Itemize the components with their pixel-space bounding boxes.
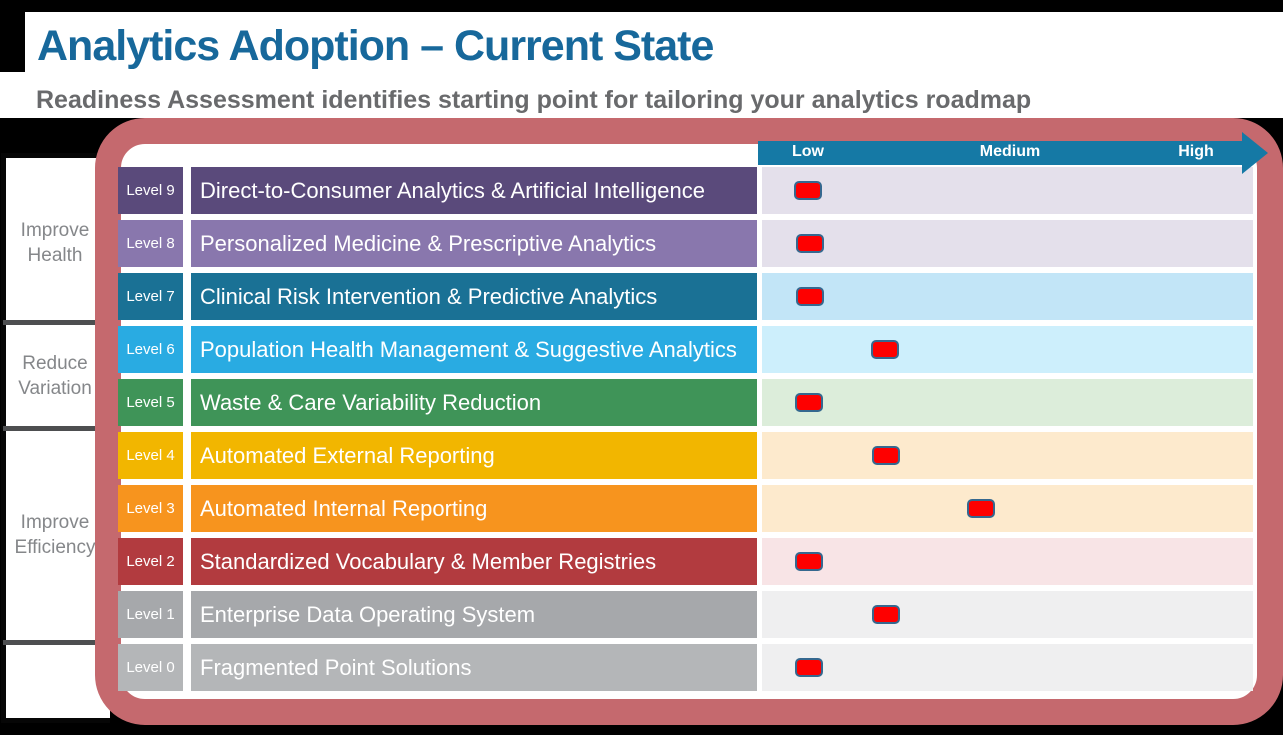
group-label-improve-health: Improve Health <box>20 220 90 266</box>
assessment-row <box>762 167 1253 214</box>
group-label-improve-efficiency: Improve Efficiency <box>14 512 96 558</box>
assessment-marker <box>967 499 995 518</box>
level-badge: Level 6 <box>118 326 183 373</box>
scale-label-low: Low <box>792 143 824 160</box>
page-subtitle: Readiness Assessment identifies starting… <box>36 86 1032 114</box>
level-badge: Level 0 <box>118 644 183 691</box>
group-divider <box>3 426 107 431</box>
group-label-reduce-variation: Reduce Variation <box>18 353 92 399</box>
title-highlight-band <box>25 12 1283 74</box>
assessment-row <box>762 485 1253 532</box>
group-divider <box>3 320 107 325</box>
assessment-marker <box>796 234 824 253</box>
level-badge: Level 8 <box>118 220 183 267</box>
assessment-row <box>762 432 1253 479</box>
assessment-row <box>762 644 1253 691</box>
group-divider <box>3 640 107 645</box>
assessment-marker <box>794 181 822 200</box>
level-badge: Level 5 <box>118 379 183 426</box>
level-title-bar: Enterprise Data Operating System <box>191 591 757 638</box>
level-badge: Level 7 <box>118 273 183 320</box>
subtitle-highlight-band <box>0 72 1283 118</box>
level-title-bar: Direct-to-Consumer Analytics & Artificia… <box>191 167 757 214</box>
level-title-bar: Personalized Medicine & Prescriptive Ana… <box>191 220 757 267</box>
level-badge: Level 1 <box>118 591 183 638</box>
arrow-head-icon <box>1242 132 1268 174</box>
assessment-row <box>762 591 1253 638</box>
level-title-bar: Population Health Management & Suggestiv… <box>191 326 757 373</box>
assessment-marker <box>872 605 900 624</box>
assessment-row <box>762 273 1253 320</box>
assessment-marker <box>872 446 900 465</box>
level-badge: Level 2 <box>118 538 183 585</box>
level-title-bar: Standardized Vocabulary & Member Registr… <box>191 538 757 585</box>
assessment-marker <box>795 393 823 412</box>
level-title-bar: Waste & Care Variability Reduction <box>191 379 757 426</box>
assessment-marker <box>795 552 823 571</box>
assessment-marker <box>871 340 899 359</box>
assessment-row <box>762 538 1253 585</box>
assessment-row <box>762 326 1253 373</box>
page-title: Analytics Adoption – Current State <box>37 22 714 70</box>
group-sidebar <box>1 153 110 723</box>
level-badge: Level 4 <box>118 432 183 479</box>
assessment-marker <box>795 658 823 677</box>
readiness-scale-arrow: Low Medium High <box>758 141 1242 165</box>
level-badge: Level 3 <box>118 485 183 532</box>
scale-label-medium: Medium <box>979 143 1041 160</box>
level-title-bar: Automated External Reporting <box>191 432 757 479</box>
assessment-row <box>762 220 1253 267</box>
level-title-bar: Fragmented Point Solutions <box>191 644 757 691</box>
level-title-bar: Automated Internal Reporting <box>191 485 757 532</box>
assessment-marker <box>796 287 824 306</box>
scale-label-high: High <box>1178 143 1214 160</box>
level-badge: Level 9 <box>118 167 183 214</box>
assessment-row <box>762 379 1253 426</box>
level-title-bar: Clinical Risk Intervention & Predictive … <box>191 273 757 320</box>
